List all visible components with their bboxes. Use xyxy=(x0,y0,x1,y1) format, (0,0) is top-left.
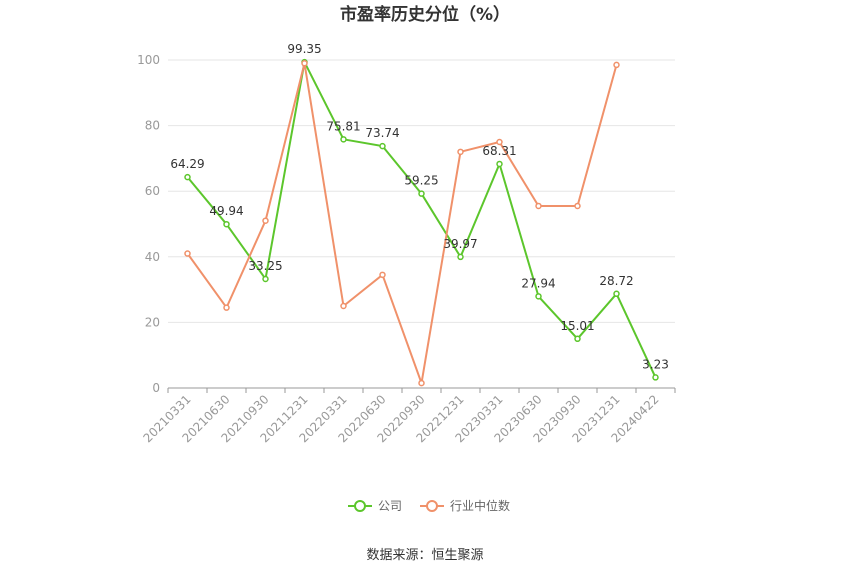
y-tick-label: 100 xyxy=(137,53,160,67)
axes: 0204060801002021033120210630202109302021… xyxy=(137,53,676,445)
y-tick-label: 60 xyxy=(145,184,160,198)
series-line-1 xyxy=(186,62,618,385)
legend-label: 公司 xyxy=(378,499,402,513)
data-label: 73.74 xyxy=(365,126,399,140)
data-label: 28.72 xyxy=(599,274,633,288)
data-point xyxy=(457,253,464,261)
data-point xyxy=(379,142,386,150)
data-point xyxy=(613,61,620,69)
data-point xyxy=(613,290,620,298)
data-label: 39.97 xyxy=(443,237,477,251)
y-tick-label: 0 xyxy=(152,381,160,395)
chart-title: 市盈率历史分位（%） xyxy=(340,4,510,25)
data-point xyxy=(535,202,542,210)
data-point xyxy=(574,202,581,210)
data-point xyxy=(262,275,269,283)
data-point xyxy=(652,374,659,381)
legend-label: 行业中位数 xyxy=(450,498,510,513)
data-point xyxy=(223,304,230,311)
data-labels: 64.29 49.94 33.25 99.35 75.81 73.74 59.25 39.97… xyxy=(170,42,669,371)
legend-item-1[interactable]: 行业中位数 xyxy=(420,498,510,513)
data-point xyxy=(574,335,581,343)
legend-item-0[interactable]: 公司 xyxy=(348,499,402,513)
data-label: 49.94 xyxy=(209,204,243,218)
legend-marker-icon xyxy=(426,500,438,512)
data-label: 68.31 xyxy=(482,144,516,158)
data-point xyxy=(418,190,425,197)
source-note: 数据来源：恒生聚源 xyxy=(366,548,483,563)
data-point xyxy=(340,136,347,143)
data-label: 33.25 xyxy=(248,259,282,273)
legend: 公司 行业中位数 xyxy=(348,498,510,513)
data-label: 64.29 xyxy=(170,157,204,171)
data-label: 15.01 xyxy=(560,319,594,333)
data-label: 99.35 xyxy=(287,42,321,56)
data-point xyxy=(340,302,347,310)
data-point xyxy=(535,293,542,300)
data-point xyxy=(379,271,386,279)
series-group xyxy=(184,58,659,387)
data-point xyxy=(457,148,464,156)
data-label: 75.81 xyxy=(326,119,360,133)
data-label: 27.94 xyxy=(521,276,555,290)
y-tick-label: 40 xyxy=(145,250,160,264)
data-label: 3.23 xyxy=(642,357,669,371)
data-label: 59.25 xyxy=(404,174,438,188)
data-point xyxy=(496,138,503,146)
data-point xyxy=(184,250,191,257)
data-point xyxy=(184,173,191,181)
data-point xyxy=(301,60,308,67)
data-point xyxy=(223,220,230,228)
data-point xyxy=(418,379,425,387)
data-point xyxy=(496,160,503,168)
legend-marker-icon xyxy=(354,500,366,512)
y-tick-label: 80 xyxy=(145,119,160,133)
data-point xyxy=(262,217,269,224)
y-tick-label: 20 xyxy=(145,315,160,329)
